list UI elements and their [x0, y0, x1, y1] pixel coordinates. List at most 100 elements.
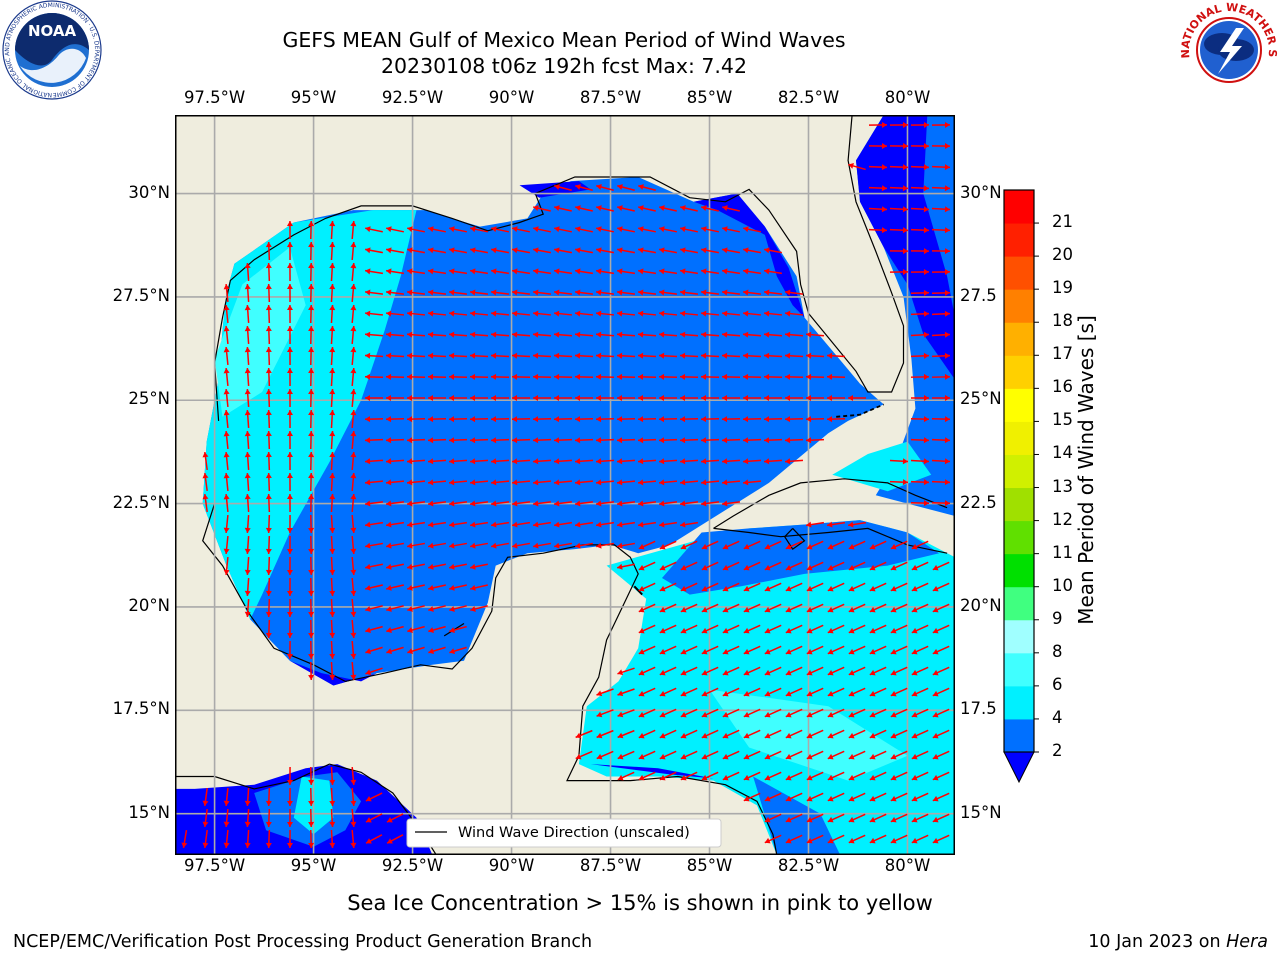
- colorbar-tick-label: 9: [1052, 608, 1063, 628]
- wave-arrow: [889, 121, 909, 128]
- wave-arrow: [265, 451, 272, 471]
- wave-arrow: [910, 206, 930, 213]
- wave-arrow: [406, 310, 426, 317]
- wave-arrow: [286, 808, 293, 828]
- lat-label-left: 22.5°N: [112, 492, 170, 512]
- wave-arrow: [329, 640, 336, 660]
- wave-arrow: [743, 247, 761, 254]
- lon-label-top: 90°W: [488, 88, 535, 107]
- wave-arrow: [574, 289, 594, 296]
- wave-arrow: [490, 521, 510, 528]
- wave-arrow: [764, 729, 782, 739]
- wave-arrow: [827, 666, 845, 676]
- wave-arrow: [553, 458, 573, 465]
- wave-arrow: [286, 556, 293, 576]
- wave-arrow: [364, 479, 384, 486]
- lon-label-bottom: 82.5°W: [777, 856, 840, 875]
- wave-arrow: [679, 331, 699, 338]
- wave-arrow: [889, 268, 909, 275]
- wave-arrow: [931, 416, 951, 423]
- wave-arrow: [722, 750, 740, 760]
- wave-arrow: [827, 834, 845, 844]
- wave-arrow: [722, 771, 740, 781]
- wave-arrow: [448, 458, 468, 465]
- footer-left: NCEP/EMC/Verification Post Processing Pr…: [13, 932, 593, 952]
- wave-arrow: [427, 458, 447, 465]
- wave-arrow: [329, 283, 336, 303]
- wave-arrow: [286, 304, 293, 324]
- wave-arrow: [595, 331, 615, 338]
- wave-arrow: [869, 561, 887, 571]
- colorbar-tick-label: 11: [1052, 542, 1073, 562]
- wave-arrow: [407, 584, 425, 591]
- wave-arrow: [532, 289, 552, 296]
- wave-arrow: [386, 563, 404, 570]
- colorbar-tick-label: 18: [1052, 311, 1073, 331]
- wave-arrow: [742, 416, 762, 423]
- lon-label-top: 95°W: [290, 88, 337, 107]
- colorbar-tick-label: 20: [1052, 245, 1073, 265]
- wave-arrow: [406, 373, 426, 380]
- wave-arrow: [680, 729, 698, 739]
- wave-arrow: [637, 310, 657, 317]
- wave-arrow: [511, 521, 531, 528]
- wave-arrow: [428, 646, 446, 655]
- wave-arrow: [350, 577, 357, 597]
- wave-arrow: [890, 750, 908, 760]
- wave-arrow: [596, 729, 614, 739]
- wave-arrow: [574, 310, 594, 317]
- wave-arrow: [596, 184, 614, 191]
- wave-arrow: [722, 247, 740, 254]
- colorbar-segment: [1004, 289, 1034, 323]
- wave-arrow: [265, 829, 272, 849]
- wave-arrow: [469, 521, 489, 528]
- wave-arrow: [742, 310, 762, 317]
- wave-arrow: [511, 268, 531, 275]
- wave-arrow: [202, 451, 209, 471]
- wave-arrow: [386, 605, 404, 612]
- wave-arrow: [659, 624, 677, 634]
- wave-arrow: [265, 346, 272, 366]
- wave-arrow: [308, 619, 315, 639]
- wave-arrow: [386, 625, 404, 633]
- wave-arrow: [329, 598, 336, 618]
- wave-arrow: [406, 416, 426, 423]
- wave-arrow: [911, 603, 929, 613]
- wave-arrow: [553, 394, 573, 401]
- wave-arrow: [575, 226, 593, 233]
- wave-arrow: [701, 226, 719, 233]
- wave-arrow: [680, 750, 698, 760]
- wave-arrow: [701, 205, 719, 212]
- wave-arrow: [869, 729, 887, 739]
- wave-arrow: [932, 834, 950, 844]
- wave-arrow: [700, 416, 720, 423]
- wave-arrow: [533, 205, 551, 212]
- wave-arrow: [490, 394, 510, 401]
- wave-arrow: [763, 458, 783, 465]
- wave-arrow: [743, 561, 761, 571]
- wave-arrow: [574, 437, 594, 444]
- wave-arrow: [722, 603, 740, 613]
- wave-arrow: [511, 331, 531, 338]
- wave-arrow: [826, 352, 846, 359]
- colorbar-label: Mean Period of Wind Waves [s]: [1074, 315, 1098, 625]
- wave-arrow: [350, 766, 357, 786]
- wave-arrow: [244, 556, 251, 576]
- wave-arrow: [869, 771, 887, 781]
- wave-arrow: [805, 331, 825, 338]
- wave-arrow: [329, 787, 336, 807]
- wave-arrow: [350, 829, 357, 849]
- wave-arrow: [869, 834, 887, 844]
- wave-arrow: [511, 373, 531, 380]
- wave-arrow: [616, 416, 636, 423]
- wave-arrow: [659, 226, 677, 233]
- wave-arrow: [265, 325, 272, 345]
- wave-arrow: [932, 582, 950, 592]
- wave-arrow: [932, 666, 950, 676]
- wave-arrow: [889, 206, 909, 213]
- wave-arrow: [265, 304, 272, 324]
- wave-arrow: [490, 331, 510, 338]
- wave-arrow: [329, 304, 336, 324]
- wave-arrow: [700, 437, 720, 444]
- colorbar-segment: [1004, 256, 1034, 290]
